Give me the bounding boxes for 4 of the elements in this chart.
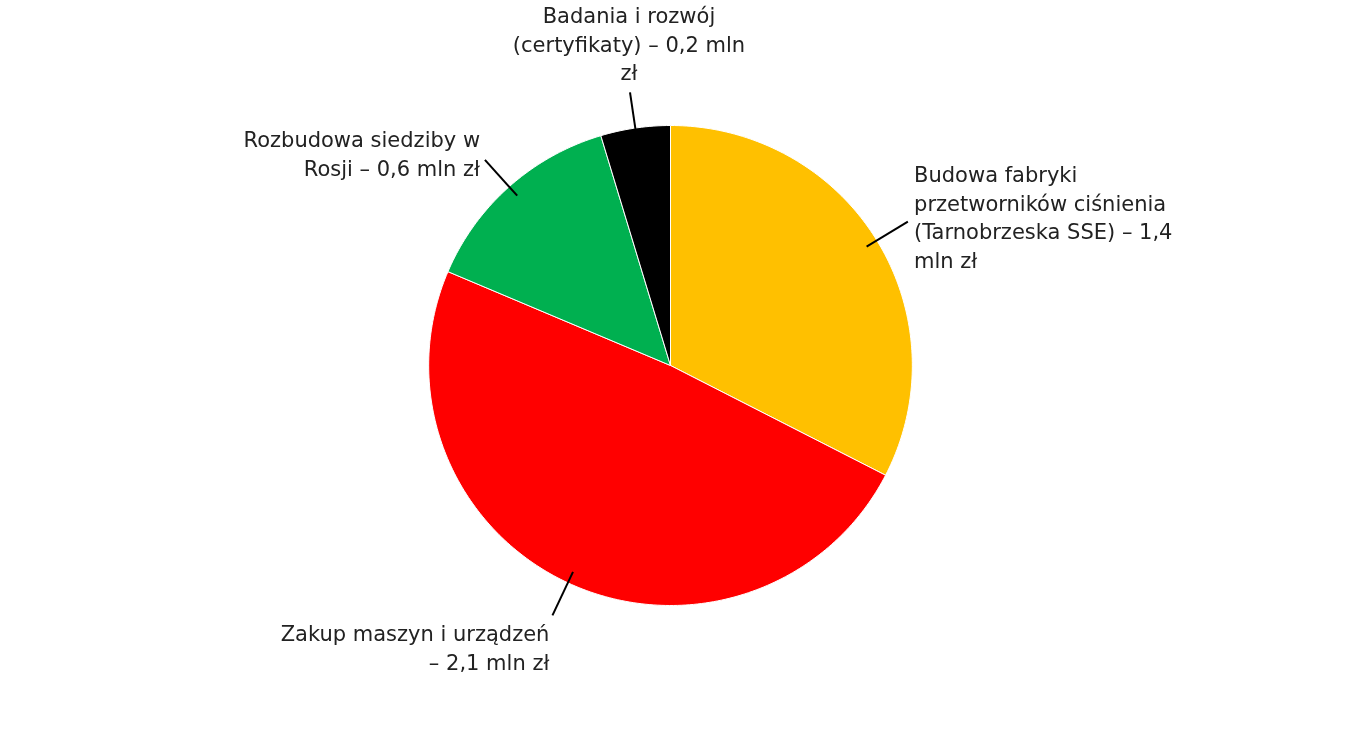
slice-label: Zakup maszyn i urządzeń – 2,1 mln zł [280,621,550,675]
slice-label: Badania i rozwój (certyfikaty) – 0,2 mln zł [512,3,746,86]
slice-label: Budowa fabryki przetworników ciśnienia (Tarnobrzeska SSE) – 1,4 mln zł [914,162,1173,274]
slice-label: Rozbudowa siedziby w Rosji – 0,6 mln zł [243,128,481,181]
